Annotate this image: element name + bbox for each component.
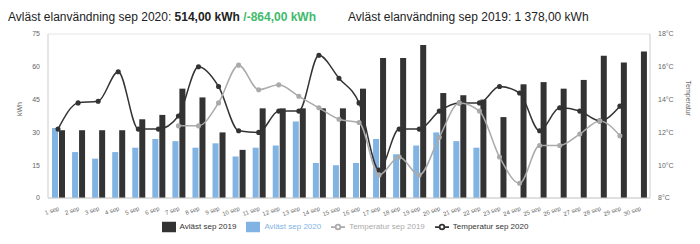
svg-text:28 sep: 28 sep: [583, 205, 603, 217]
svg-text:13 sep: 13 sep: [282, 205, 302, 217]
svg-text:16°C: 16°C: [658, 63, 674, 70]
svg-text:3 sep: 3 sep: [84, 205, 100, 216]
svg-text:8 sep: 8 sep: [184, 205, 200, 216]
svg-text:14°C: 14°C: [658, 96, 674, 103]
svg-text:29 sep: 29 sep: [603, 205, 623, 217]
svg-text:10 sep: 10 sep: [221, 205, 241, 217]
svg-text:24 sep: 24 sep: [502, 205, 522, 217]
svg-text:60: 60: [32, 63, 40, 70]
svg-text:2 sep: 2 sep: [64, 205, 80, 216]
svg-text:15 sep: 15 sep: [322, 205, 342, 217]
html-text:Temperatur sep 2019: Temperatur sep 2019: [349, 222, 425, 232]
html-text:Avläst sep 2019: Avläst sep 2019: [179, 222, 237, 232]
svg-text:18 sep: 18 sep: [382, 205, 402, 217]
svg-text:15: 15: [32, 162, 40, 169]
svg-text:4 sep: 4 sep: [104, 205, 120, 216]
svg-text:27 sep: 27 sep: [563, 205, 583, 217]
svg-text:20 sep: 20 sep: [422, 205, 442, 217]
svg-text:30 sep: 30 sep: [623, 205, 643, 217]
svg-text:9 sep: 9 sep: [205, 205, 221, 216]
svg-text:6 sep: 6 sep: [144, 205, 160, 216]
svg-text:21 sep: 21 sep: [442, 205, 462, 217]
html-text:Temperatur sep 2020: Temperatur sep 2020: [452, 222, 529, 232]
svg-text:kWh: kWh: [16, 102, 23, 116]
svg-text:0: 0: [36, 194, 40, 201]
svg-text:11 sep: 11 sep: [242, 205, 261, 217]
html-text:Avläst elanvändning sep 2020:: Avläst elanvändning sep 2020: 514,00 kWh…: [8, 10, 316, 24]
html-text:Avläst sep 2020: Avläst sep 2020: [264, 222, 322, 232]
svg-text:10°C: 10°C: [658, 162, 674, 169]
html-text:Avläst elanvändning sep 2019:: Avläst elanvändning sep 2019: 1 378,00 k…: [348, 10, 589, 24]
svg-text:16 sep: 16 sep: [342, 205, 362, 217]
svg-text:19 sep: 19 sep: [402, 205, 422, 217]
svg-text:22 sep: 22 sep: [462, 205, 482, 217]
svg-text:75: 75: [32, 30, 40, 37]
svg-text:18°C: 18°C: [658, 30, 674, 37]
svg-text:25 sep: 25 sep: [522, 205, 542, 217]
svg-text:17 sep: 17 sep: [362, 205, 382, 217]
svg-text:7 sep: 7 sep: [164, 205, 180, 216]
svg-text:45: 45: [32, 96, 40, 103]
svg-text:30: 30: [32, 129, 40, 136]
svg-text:1 sep: 1 sep: [44, 205, 60, 216]
svg-text:Temperatur: Temperatur: [684, 81, 692, 117]
svg-text:14 sep: 14 sep: [302, 205, 322, 217]
svg-text:26 sep: 26 sep: [543, 205, 563, 217]
svg-text:8°C: 8°C: [658, 194, 670, 201]
svg-text:23 sep: 23 sep: [482, 205, 502, 217]
svg-text:12°C: 12°C: [658, 129, 674, 136]
svg-text:12 sep: 12 sep: [262, 205, 282, 217]
svg-text:5 sep: 5 sep: [124, 205, 140, 216]
